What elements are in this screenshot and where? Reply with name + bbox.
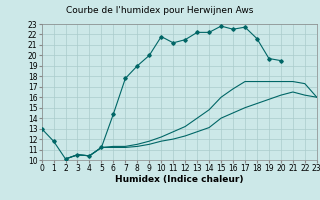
Text: Courbe de l'humidex pour Herwijnen Aws: Courbe de l'humidex pour Herwijnen Aws xyxy=(66,6,254,15)
X-axis label: Humidex (Indice chaleur): Humidex (Indice chaleur) xyxy=(115,175,244,184)
